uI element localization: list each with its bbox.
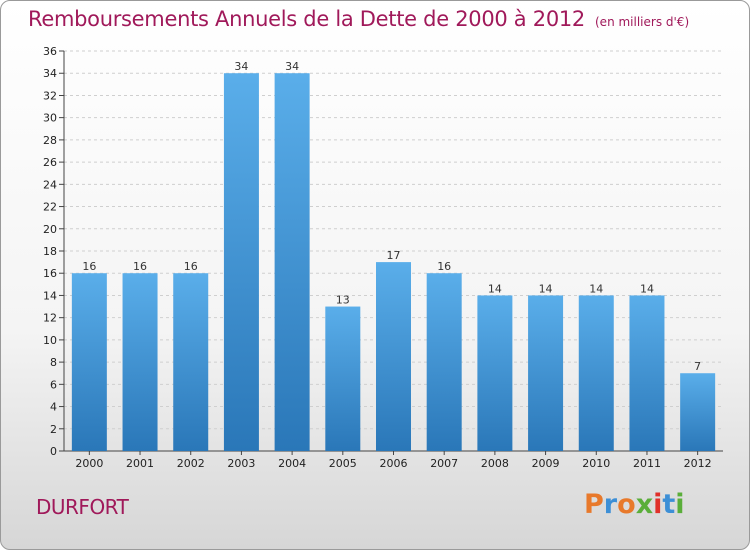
bar-value-label: 16 <box>437 260 451 273</box>
bar-value-label: 16 <box>82 260 96 273</box>
bar <box>629 295 665 451</box>
bar <box>376 262 411 451</box>
x-tick-label: 2008 <box>481 457 509 470</box>
y-tick-label: 26 <box>43 156 57 169</box>
commune-name: DURFORT <box>36 495 129 519</box>
bar <box>223 73 259 451</box>
x-tick-label: 2007 <box>430 457 458 470</box>
x-tick-label: 2001 <box>126 457 154 470</box>
y-tick-label: 30 <box>43 112 57 125</box>
bar-value-label: 34 <box>285 60 299 73</box>
chart-title: Remboursements Annuels de la Dette de 20… <box>28 7 585 31</box>
logo-letter: r <box>603 489 618 520</box>
y-tick-label: 34 <box>43 67 57 80</box>
proxiti-logo[interactable]: Proxiti <box>584 489 685 520</box>
title-row: Remboursements Annuels de la Dette de 20… <box>28 7 689 31</box>
y-tick-label: 0 <box>50 445 57 458</box>
bar <box>71 273 107 451</box>
y-tick-label: 14 <box>43 289 57 302</box>
bar <box>680 373 716 451</box>
x-tick-label: 2005 <box>329 457 357 470</box>
logo-letter: o <box>617 489 636 520</box>
x-tick-label: 2010 <box>582 457 610 470</box>
x-tick-label: 2009 <box>532 457 560 470</box>
logo-letter: i <box>675 489 685 520</box>
x-tick-label: 2011 <box>633 457 661 470</box>
x-tick-label: 2000 <box>75 457 103 470</box>
y-tick-label: 24 <box>43 178 57 191</box>
bar-value-label: 14 <box>488 282 502 295</box>
bar <box>325 306 361 451</box>
bar <box>528 295 564 451</box>
y-tick-label: 32 <box>43 89 57 102</box>
bar <box>122 273 158 451</box>
y-tick-label: 4 <box>50 401 57 414</box>
bar-value-label: 13 <box>336 294 350 307</box>
bar-value-label: 14 <box>589 282 603 295</box>
x-tick-label: 2003 <box>227 457 255 470</box>
bar <box>477 295 513 451</box>
bar-value-label: 16 <box>184 260 198 273</box>
bar-value-label: 34 <box>234 60 248 73</box>
bar-value-label: 14 <box>539 282 553 295</box>
bar-value-label: 17 <box>387 249 401 262</box>
bar <box>173 273 209 451</box>
bar <box>578 295 614 451</box>
logo-letter: i <box>653 489 663 520</box>
bar-value-label: 16 <box>133 260 147 273</box>
y-tick-label: 28 <box>43 134 57 147</box>
logo-letter: x <box>635 489 654 520</box>
logo-letter: t <box>662 489 676 520</box>
y-tick-label: 10 <box>43 334 57 347</box>
y-tick-label: 12 <box>43 312 57 325</box>
data-labels: 16 16 16 34 34 13 17 16 14 14 14 14 7 <box>82 60 701 373</box>
y-tick-label: 6 <box>50 378 57 391</box>
y-tick-label: 22 <box>43 201 57 214</box>
x-tick-label: 2012 <box>684 457 712 470</box>
bar-value-label: 14 <box>640 282 654 295</box>
y-tick-label: 8 <box>50 356 57 369</box>
bar <box>274 73 310 451</box>
logo-letter: P <box>584 489 604 520</box>
y-tick-label: 18 <box>43 245 57 258</box>
bar-value-label: 7 <box>694 360 701 373</box>
x-tick-label: 2006 <box>380 457 408 470</box>
x-tick-label: 2002 <box>177 457 205 470</box>
bars <box>71 73 716 451</box>
x-tick-label: 2004 <box>278 457 306 470</box>
chart-unit: (en milliers d'€) <box>595 15 690 29</box>
y-tick-label: 36 <box>43 45 57 58</box>
bar <box>426 273 462 451</box>
y-tick-label: 2 <box>50 423 57 436</box>
y-tick-label: 16 <box>43 267 57 280</box>
y-tick-label: 20 <box>43 223 57 236</box>
